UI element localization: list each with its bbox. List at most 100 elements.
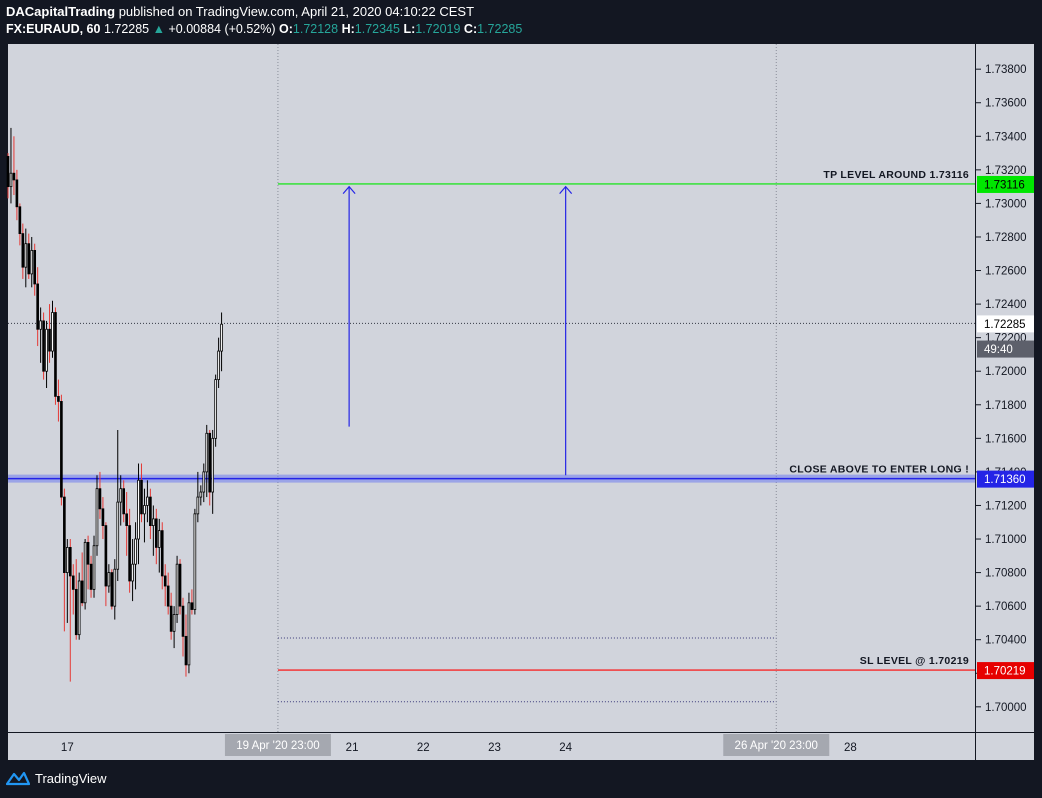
candle-body[interactable] xyxy=(71,575,75,590)
candle-body[interactable] xyxy=(214,379,217,439)
candle-body[interactable] xyxy=(45,328,48,372)
price-label: 49:40 xyxy=(984,344,1013,356)
candle-body[interactable] xyxy=(205,432,209,473)
candle-body[interactable] xyxy=(95,488,99,547)
candle-body[interactable] xyxy=(113,568,117,607)
candle-body[interactable] xyxy=(101,508,105,527)
x-tick-label: 21 xyxy=(346,742,359,754)
candle-body[interactable] xyxy=(163,575,167,587)
candle-body[interactable] xyxy=(27,243,31,275)
candle-body[interactable] xyxy=(39,320,42,330)
candle-body[interactable] xyxy=(149,496,152,527)
tradingview-logo-icon xyxy=(6,771,30,786)
candle-body[interactable] xyxy=(110,572,114,607)
footer-brand[interactable]: TradingView xyxy=(6,770,107,786)
candle-body[interactable] xyxy=(36,283,39,330)
candle-body[interactable] xyxy=(134,538,137,565)
candle-body[interactable] xyxy=(119,488,123,503)
candle-body[interactable] xyxy=(60,401,63,498)
candle-body[interactable] xyxy=(175,563,179,615)
time-highlight-bg[interactable] xyxy=(224,734,331,756)
candle-body[interactable] xyxy=(48,328,51,352)
candle-body[interactable] xyxy=(66,547,69,573)
candle-body[interactable] xyxy=(9,172,13,188)
candle-body[interactable] xyxy=(187,602,191,666)
candle-body[interactable] xyxy=(77,580,81,636)
candle-body[interactable] xyxy=(131,563,134,582)
candle-body[interactable] xyxy=(190,602,194,610)
candle-body[interactable] xyxy=(63,496,66,573)
candle-body[interactable] xyxy=(80,580,84,604)
candle-body[interactable] xyxy=(33,249,37,285)
candle-body[interactable] xyxy=(54,312,57,397)
candle-body[interactable] xyxy=(18,206,22,235)
candle-body[interactable] xyxy=(193,513,197,610)
candle-body[interactable] xyxy=(211,437,214,493)
candle-body[interactable] xyxy=(160,530,164,577)
candle-body[interactable] xyxy=(21,233,25,268)
candle-body[interactable] xyxy=(57,395,60,402)
candle-body[interactable] xyxy=(122,488,126,515)
candle-body[interactable] xyxy=(137,479,140,540)
candle-body[interactable] xyxy=(12,172,16,181)
price-label-bg[interactable] xyxy=(977,340,1034,358)
price-label-bg[interactable] xyxy=(977,315,1034,333)
time-highlight-bg[interactable] xyxy=(723,734,830,756)
x-tick-label: 17 xyxy=(61,742,74,754)
candle-body[interactable] xyxy=(199,491,203,498)
candle-body[interactable] xyxy=(125,513,128,526)
candle-body[interactable] xyxy=(24,243,28,268)
candle-body[interactable] xyxy=(157,530,161,548)
y-tick-label: 1.72000 xyxy=(985,366,1027,378)
candle-body[interactable] xyxy=(15,179,19,208)
candle-body[interactable] xyxy=(169,605,173,632)
candle-body[interactable] xyxy=(172,614,176,632)
symbol-label[interactable]: FX:EURAUD, 60 xyxy=(6,22,101,36)
candle-body[interactable] xyxy=(128,525,131,582)
time-axis[interactable] xyxy=(8,733,1034,760)
price-axis[interactable] xyxy=(976,44,1034,732)
candle-body[interactable] xyxy=(6,156,10,188)
candle-body[interactable] xyxy=(208,432,212,493)
y-tick-label: 1.73400 xyxy=(985,131,1027,143)
candle-body[interactable] xyxy=(30,249,34,275)
candle-body[interactable] xyxy=(92,545,96,590)
candle-body[interactable] xyxy=(220,323,223,352)
x-tick-label: 28 xyxy=(844,742,857,754)
candle-body[interactable] xyxy=(143,505,146,515)
candle-body[interactable] xyxy=(104,525,108,587)
price-label-bg[interactable] xyxy=(977,175,1034,193)
candle-body[interactable] xyxy=(83,541,87,604)
candle-body[interactable] xyxy=(98,488,102,510)
candle-body[interactable] xyxy=(68,547,72,577)
y-tick-label: 1.71600 xyxy=(985,433,1027,445)
plot-area[interactable] xyxy=(8,44,975,732)
candle-body[interactable] xyxy=(146,496,149,506)
candle-body[interactable] xyxy=(42,320,45,372)
y-tick-label: 1.70400 xyxy=(985,635,1027,647)
candle-body[interactable] xyxy=(116,501,120,570)
candle-body[interactable] xyxy=(196,496,200,515)
price-label-bg[interactable] xyxy=(977,662,1034,680)
ohlc-line: FX:EURAUD, 60 1.72285 ▲ +0.00884 (+0.52%… xyxy=(6,22,522,36)
candle-body[interactable] xyxy=(202,471,206,493)
candle-body[interactable] xyxy=(140,479,143,515)
candle-body[interactable] xyxy=(178,563,182,607)
candle-body[interactable] xyxy=(217,350,220,381)
y-tick-label: 1.72600 xyxy=(985,266,1027,278)
candle-body[interactable] xyxy=(51,312,54,352)
price-label-bg[interactable] xyxy=(977,470,1034,488)
candle-body[interactable] xyxy=(184,635,188,666)
candle-body[interactable] xyxy=(166,585,170,607)
candle-body[interactable] xyxy=(86,541,90,565)
candle-body[interactable] xyxy=(107,572,111,587)
candle-body[interactable] xyxy=(154,518,158,548)
author-name[interactable]: DACapitalTrading xyxy=(6,4,116,19)
candle-body[interactable] xyxy=(74,588,78,636)
open-label: O: xyxy=(279,22,293,36)
candle-body[interactable] xyxy=(181,605,185,637)
candle-body[interactable] xyxy=(89,563,93,590)
candle-body[interactable] xyxy=(152,518,155,527)
x-tick-label: 22 xyxy=(417,742,430,754)
